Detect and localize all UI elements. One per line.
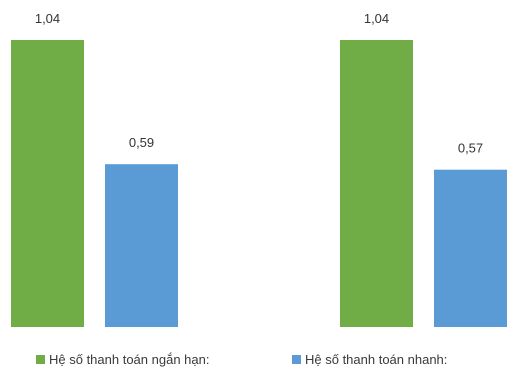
legend-label: Hệ số thanh toán ngắn hạn: [49, 352, 210, 367]
legend: Hệ số thanh toán ngắn hạn: Hệ số thanh t… [0, 352, 509, 374]
legend-swatch-green [36, 355, 45, 364]
bar-series-2-group-2 [434, 169, 507, 327]
data-label-series-2-group-2: 0,57 [458, 141, 483, 156]
legend-item-quick-ratio: Hệ số thanh toán nhanh: [292, 352, 447, 367]
bar-series-1-group-2 [340, 40, 413, 327]
bar-series-1-group-1 [11, 40, 84, 327]
data-label-series-2-group-1: 0,59 [129, 135, 154, 150]
data-label-series-1-group-1: 1,04 [35, 11, 60, 26]
legend-swatch-blue [292, 355, 301, 364]
data-label-series-1-group-2: 1,04 [364, 11, 389, 26]
bar-series-2-group-1 [105, 164, 178, 327]
legend-label: Hệ số thanh toán nhanh: [305, 352, 448, 367]
legend-item-short-term-ratio: Hệ số thanh toán ngắn hạn: [36, 352, 209, 367]
